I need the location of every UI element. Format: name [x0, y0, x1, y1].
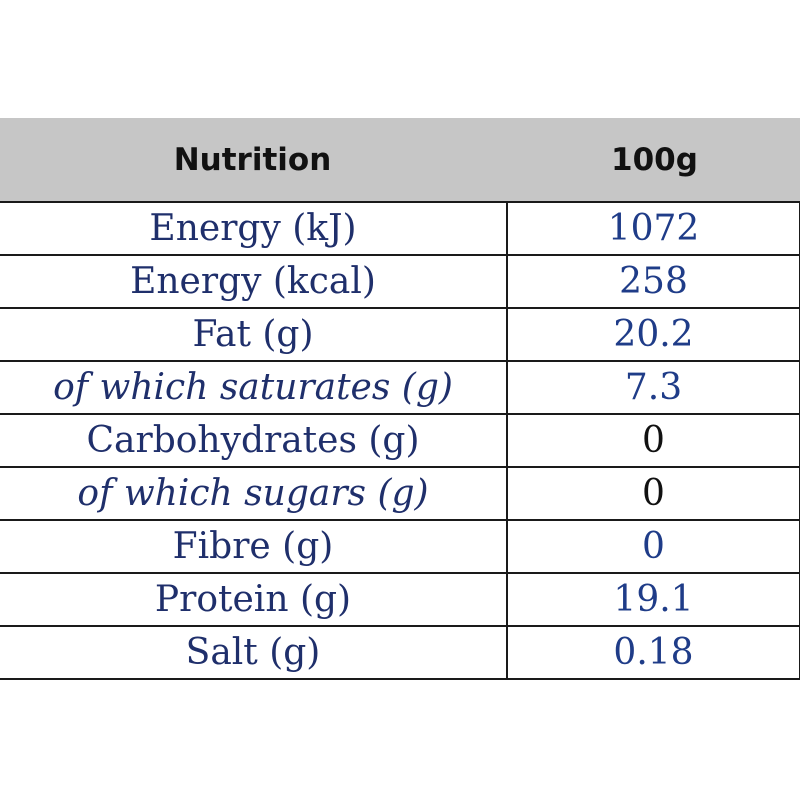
table-row: of which saturates (g) 7.3 [0, 361, 800, 415]
row-value-saturates: 7.3 [507, 361, 800, 415]
row-label-sugars: of which sugars (g) [0, 467, 508, 521]
row-value-energy-kcal: 258 [507, 255, 800, 309]
table-row: Fat (g) 20.2 [0, 308, 800, 362]
header-nutrition: Nutrition [0, 118, 507, 203]
row-label-fat: Fat (g) [0, 308, 508, 362]
table-row: Fibre (g) 0 [0, 520, 800, 574]
row-value-fibre: 0 [507, 520, 800, 574]
row-value-salt: 0.18 [507, 626, 800, 680]
row-value-energy-kj: 1072 [507, 202, 800, 256]
row-label-fibre: Fibre (g) [0, 520, 508, 574]
table-row: Carbohydrates (g) 0 [0, 414, 800, 468]
row-label-carbohydrates: Carbohydrates (g) [0, 414, 508, 468]
row-label-saturates: of which saturates (g) [0, 361, 508, 415]
row-label-energy-kcal: Energy (kcal) [0, 255, 508, 309]
nutrition-table: Nutrition 100g Energy (kJ) 1072 Energy (… [0, 118, 800, 680]
row-value-carbohydrates: 0 [507, 414, 800, 468]
table-row: of which sugars (g) 0 [0, 467, 800, 521]
table-row: Salt (g) 0.18 [0, 626, 800, 680]
table-row: Energy (kJ) 1072 [0, 202, 800, 256]
row-value-protein: 19.1 [507, 573, 800, 627]
row-label-protein: Protein (g) [0, 573, 508, 627]
header-per-100g: 100g [507, 118, 800, 203]
row-label-energy-kj: Energy (kJ) [0, 202, 508, 256]
table-row: Energy (kcal) 258 [0, 255, 800, 309]
header-row: Nutrition 100g [0, 118, 800, 203]
row-value-fat: 20.2 [507, 308, 800, 362]
row-value-sugars: 0 [507, 467, 800, 521]
row-label-salt: Salt (g) [0, 626, 508, 680]
table-row: Protein (g) 19.1 [0, 573, 800, 627]
